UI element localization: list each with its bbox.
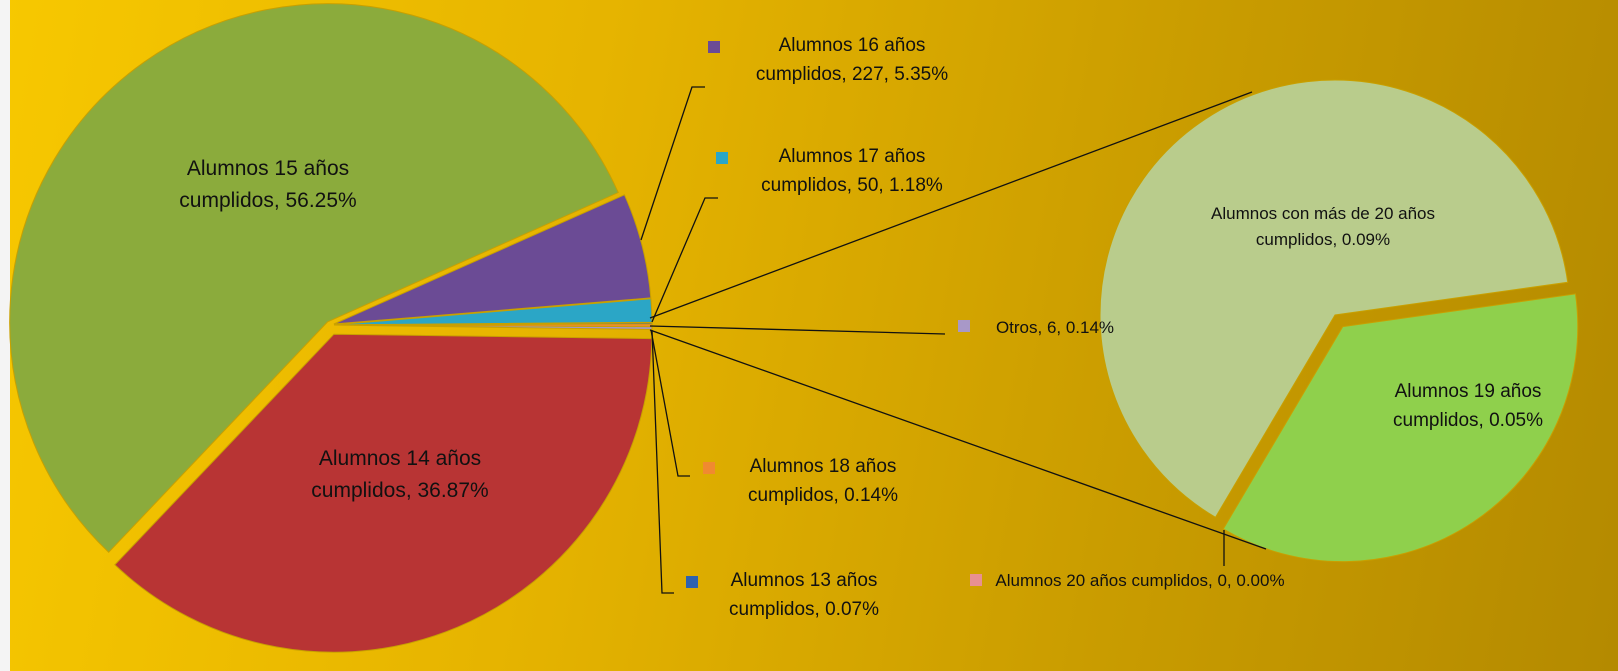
legend-key: [132, 163, 144, 175]
legend-key: [1160, 210, 1172, 222]
pie-slice: [9, 3, 619, 553]
legend-key: [703, 462, 715, 474]
pie-slice: [333, 298, 653, 326]
pie-slice: [114, 333, 653, 653]
leader-lines: [640, 86, 1267, 594]
secondary-slice: [1222, 293, 1579, 563]
data-label: Alumnos 16 años cumplidos, 227, 5.35%: [755, 35, 949, 85]
secondary-slice: [1099, 79, 1569, 519]
data-label: Alumnos 15 años cumplidos, 56.25%: [179, 157, 357, 212]
data-label: Alumnos 14 años cumplidos, 36.87%: [311, 447, 489, 502]
connector-line: [649, 329, 1267, 550]
leader-line: [649, 325, 946, 335]
legend-key: [958, 320, 970, 332]
legend-key: [260, 452, 272, 464]
legend-key: [686, 576, 698, 588]
connector-line: [649, 91, 1253, 319]
data-label: Alumnos 20 años cumplidos, 0, 0.00%: [995, 571, 1285, 590]
data-label: Alumnos 18 años cumplidos, 0.14%: [748, 456, 898, 506]
leader-line: [651, 329, 674, 594]
data-label: Alumnos 13 años cumplidos, 0.07%: [729, 570, 879, 620]
data-label: Otros, 6, 0.14%: [995, 318, 1115, 337]
data-label: Alumnos con más de 20 años cumplidos, 0.…: [1211, 204, 1435, 249]
legend-key: [970, 574, 982, 586]
pie-slice: [333, 194, 652, 325]
leader-line: [651, 197, 718, 323]
legend-key: [716, 152, 728, 164]
leader-line: [640, 86, 705, 241]
data-label: Alumnos 17 años cumplidos, 50, 1.18%: [761, 146, 943, 196]
leader-line: [650, 329, 690, 477]
legend-key: [708, 41, 720, 53]
data-label: Alumnos 19 años cumplidos, 0.05%: [1393, 381, 1543, 431]
